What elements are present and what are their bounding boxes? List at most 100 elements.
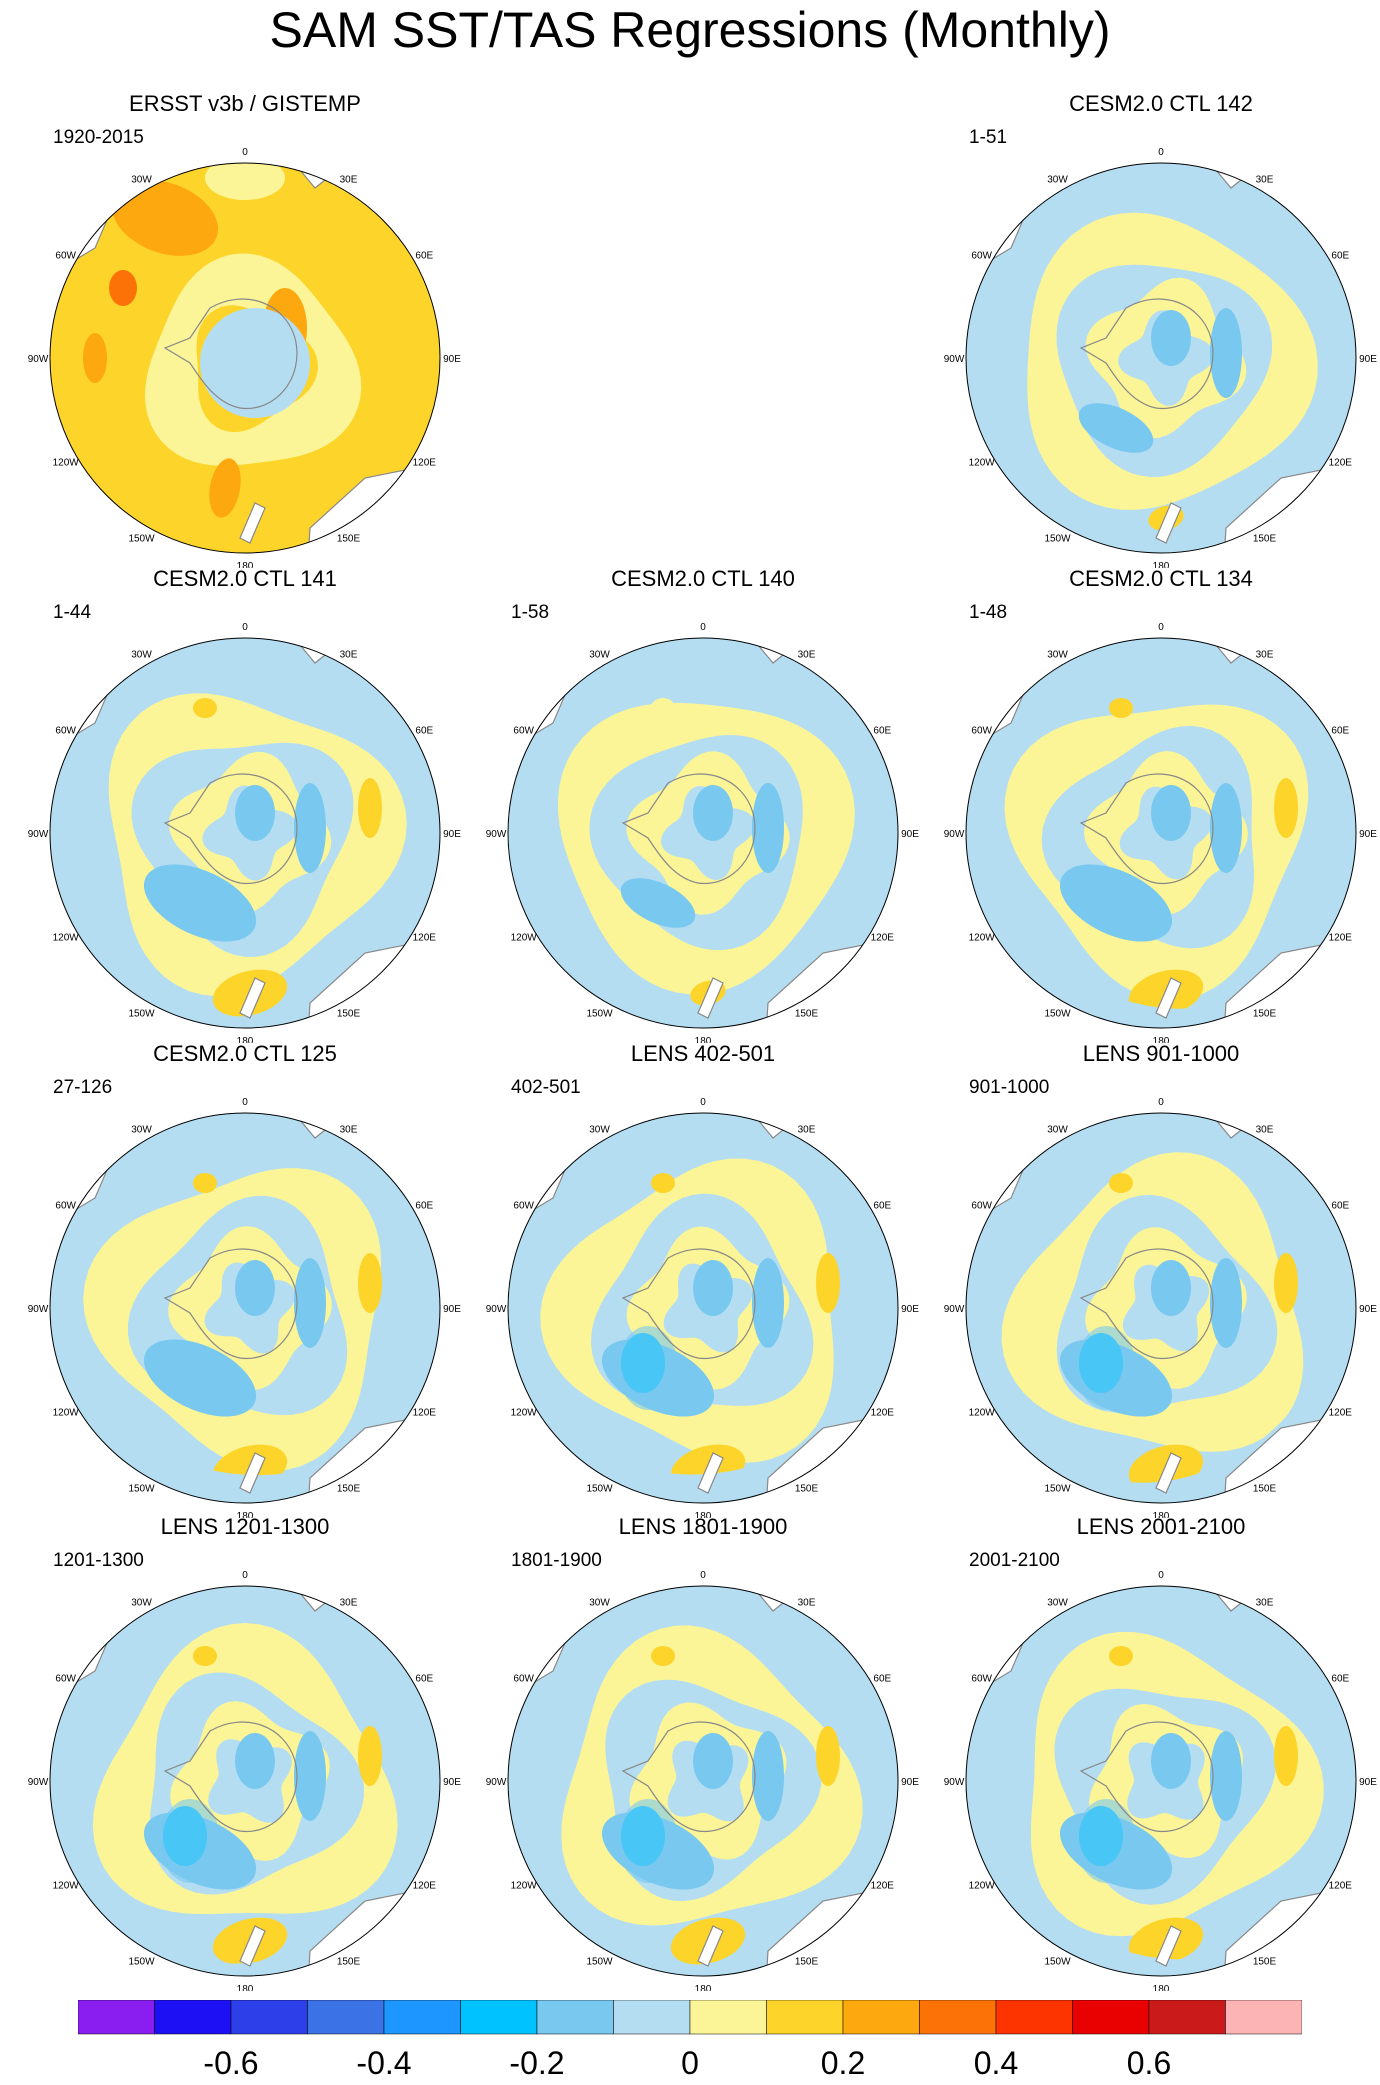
map-field <box>50 163 440 553</box>
figure-title: SAM SST/TAS Regressions (Monthly) <box>269 2 1111 58</box>
longitude-label: 180 <box>695 1511 712 1518</box>
longitude-label: 30E <box>340 175 358 186</box>
colorbar-swatch <box>230 2000 308 2035</box>
map-panel-p9: LENS 901-1000 901-1000 0 30E 60E 90E 120E 150E 1… <box>931 1040 1380 1518</box>
longitude-label: 60E <box>873 1674 891 1685</box>
longitude-label: 150W <box>586 1008 613 1019</box>
longitude-label: 150E <box>337 1956 361 1967</box>
longitude-label: 30E <box>1256 175 1274 186</box>
longitude-label: 90E <box>901 829 919 840</box>
longitude-label: 90W <box>28 1304 49 1315</box>
panel-years: 1201-1300 <box>53 1550 144 1571</box>
longitude-label: 60E <box>415 1674 433 1685</box>
longitude-label: 120W <box>969 1881 996 1892</box>
longitude-label: 0 <box>1158 622 1164 633</box>
panel-years: 1801-1900 <box>511 1550 602 1571</box>
map-field <box>508 1586 898 1976</box>
colorbar-swatch <box>689 2000 767 2035</box>
longitude-label: 60E <box>873 1201 891 1212</box>
longitude-label: 60W <box>55 726 76 737</box>
map-panel-p7: CESM2.0 CTL 125 27-126 0 30E 60E 90E 120E 150E 1… <box>15 1040 475 1518</box>
polar-map: 0 30E 60E 90E 120E 150E 180 150W 120W 90W 60W 30W <box>486 1097 920 1518</box>
longitude-label: 0 <box>1158 1570 1164 1581</box>
longitude-label: 150E <box>337 1008 361 1019</box>
polar-map: 0 30E 60E 90E 120E 150E 180 150W 120W 90W 60W 30W <box>28 147 462 568</box>
longitude-label: 90E <box>1359 829 1377 840</box>
map-panel-p4: CESM2.0 CTL 141 1-44 0 30E 60E 90E 120E 150E 180… <box>15 565 475 1043</box>
map-panel-p12: LENS 2001-2100 2001-2100 0 30E 60E 90E 120E 150… <box>931 1513 1380 1991</box>
panel-title: LENS 402-501 <box>630 1041 776 1066</box>
longitude-label: 180 <box>1153 1036 1170 1043</box>
map-field <box>50 638 440 1028</box>
longitude-label: 150E <box>1253 1008 1277 1019</box>
longitude-label: 30E <box>340 1598 358 1609</box>
panel-title: ERSST v3b / GISTEMP <box>129 91 361 116</box>
panel-title: CESM2.0 CTL 142 <box>1069 91 1253 116</box>
longitude-label: 120W <box>53 1408 80 1419</box>
panel-years: 1920-2015 <box>53 127 144 148</box>
longitude-label: 90E <box>901 1777 919 1788</box>
longitude-label: 60E <box>1331 251 1349 262</box>
colorbar-swatch <box>842 2000 920 2035</box>
longitude-label: 120W <box>53 458 80 469</box>
longitude-label: 60E <box>415 251 433 262</box>
longitude-label: 90W <box>944 829 965 840</box>
longitude-label: 90W <box>486 1777 507 1788</box>
colorbar-swatch <box>1148 2000 1226 2035</box>
longitude-label: 60E <box>873 726 891 737</box>
longitude-label: 60E <box>1331 1201 1349 1212</box>
longitude-label: 150W <box>128 1008 155 1019</box>
longitude-label: 30W <box>131 650 152 661</box>
polar-map: 0 30E 60E 90E 120E 150E 180 150W 120W 90W 60W 30W <box>944 622 1378 1043</box>
longitude-label: 120E <box>871 1408 895 1419</box>
longitude-label: 30E <box>340 650 358 661</box>
longitude-label: 150W <box>1044 1483 1071 1494</box>
longitude-label: 150E <box>795 1008 819 1019</box>
colorbar-swatch <box>460 2000 538 2035</box>
colorbar-swatch <box>307 2000 385 2035</box>
colorbar-tick-label: -0.6 <box>203 2045 259 2081</box>
longitude-label: 150E <box>795 1483 819 1494</box>
longitude-label: 120W <box>511 1881 538 1892</box>
longitude-label: 150E <box>337 533 361 544</box>
longitude-label: 60W <box>971 1674 992 1685</box>
longitude-label: 60W <box>55 1201 76 1212</box>
longitude-label: 150W <box>586 1483 613 1494</box>
longitude-label: 120E <box>1329 458 1353 469</box>
longitude-label: 180 <box>237 1511 254 1518</box>
longitude-label: 90E <box>443 1777 461 1788</box>
longitude-label: 30W <box>131 175 152 186</box>
map-field <box>50 1586 440 1976</box>
map-field <box>50 1113 440 1503</box>
longitude-label: 150W <box>128 1483 155 1494</box>
longitude-label: 150W <box>1044 533 1071 544</box>
longitude-label: 90W <box>28 354 49 365</box>
longitude-label: 30W <box>589 1125 610 1136</box>
longitude-label: 0 <box>700 622 706 633</box>
longitude-label: 180 <box>1153 1511 1170 1518</box>
longitude-label: 90W <box>944 354 965 365</box>
longitude-label: 120W <box>969 933 996 944</box>
longitude-label: 60W <box>55 1674 76 1685</box>
longitude-label: 90E <box>443 829 461 840</box>
longitude-label: 120W <box>511 1408 538 1419</box>
map-panel-p10: LENS 1201-1300 1201-1300 0 30E 60E 90E 120E 150… <box>15 1513 475 1991</box>
longitude-label: 30E <box>798 1598 816 1609</box>
longitude-label: 60W <box>971 251 992 262</box>
longitude-label: 150W <box>586 1956 613 1967</box>
longitude-label: 30E <box>1256 1125 1274 1136</box>
panel-years: 901-1000 <box>969 1077 1050 1098</box>
longitude-label: 0 <box>700 1570 706 1581</box>
longitude-label: 0 <box>1158 147 1164 158</box>
longitude-label: 120W <box>969 1408 996 1419</box>
longitude-label: 180 <box>695 1036 712 1043</box>
map-panel-p11: LENS 1801-1900 1801-1900 0 30E 60E 90E 120E 150… <box>473 1513 933 1991</box>
longitude-label: 120W <box>511 933 538 944</box>
polar-map: 0 30E 60E 90E 120E 150E 180 150W 120W 90W 60W 30W <box>944 147 1378 568</box>
longitude-label: 150W <box>1044 1956 1071 1967</box>
longitude-label: 90W <box>28 829 49 840</box>
longitude-label: 60W <box>513 1201 534 1212</box>
map-field <box>966 638 1356 1028</box>
longitude-label: 180 <box>237 1036 254 1043</box>
longitude-label: 60E <box>1331 1674 1349 1685</box>
